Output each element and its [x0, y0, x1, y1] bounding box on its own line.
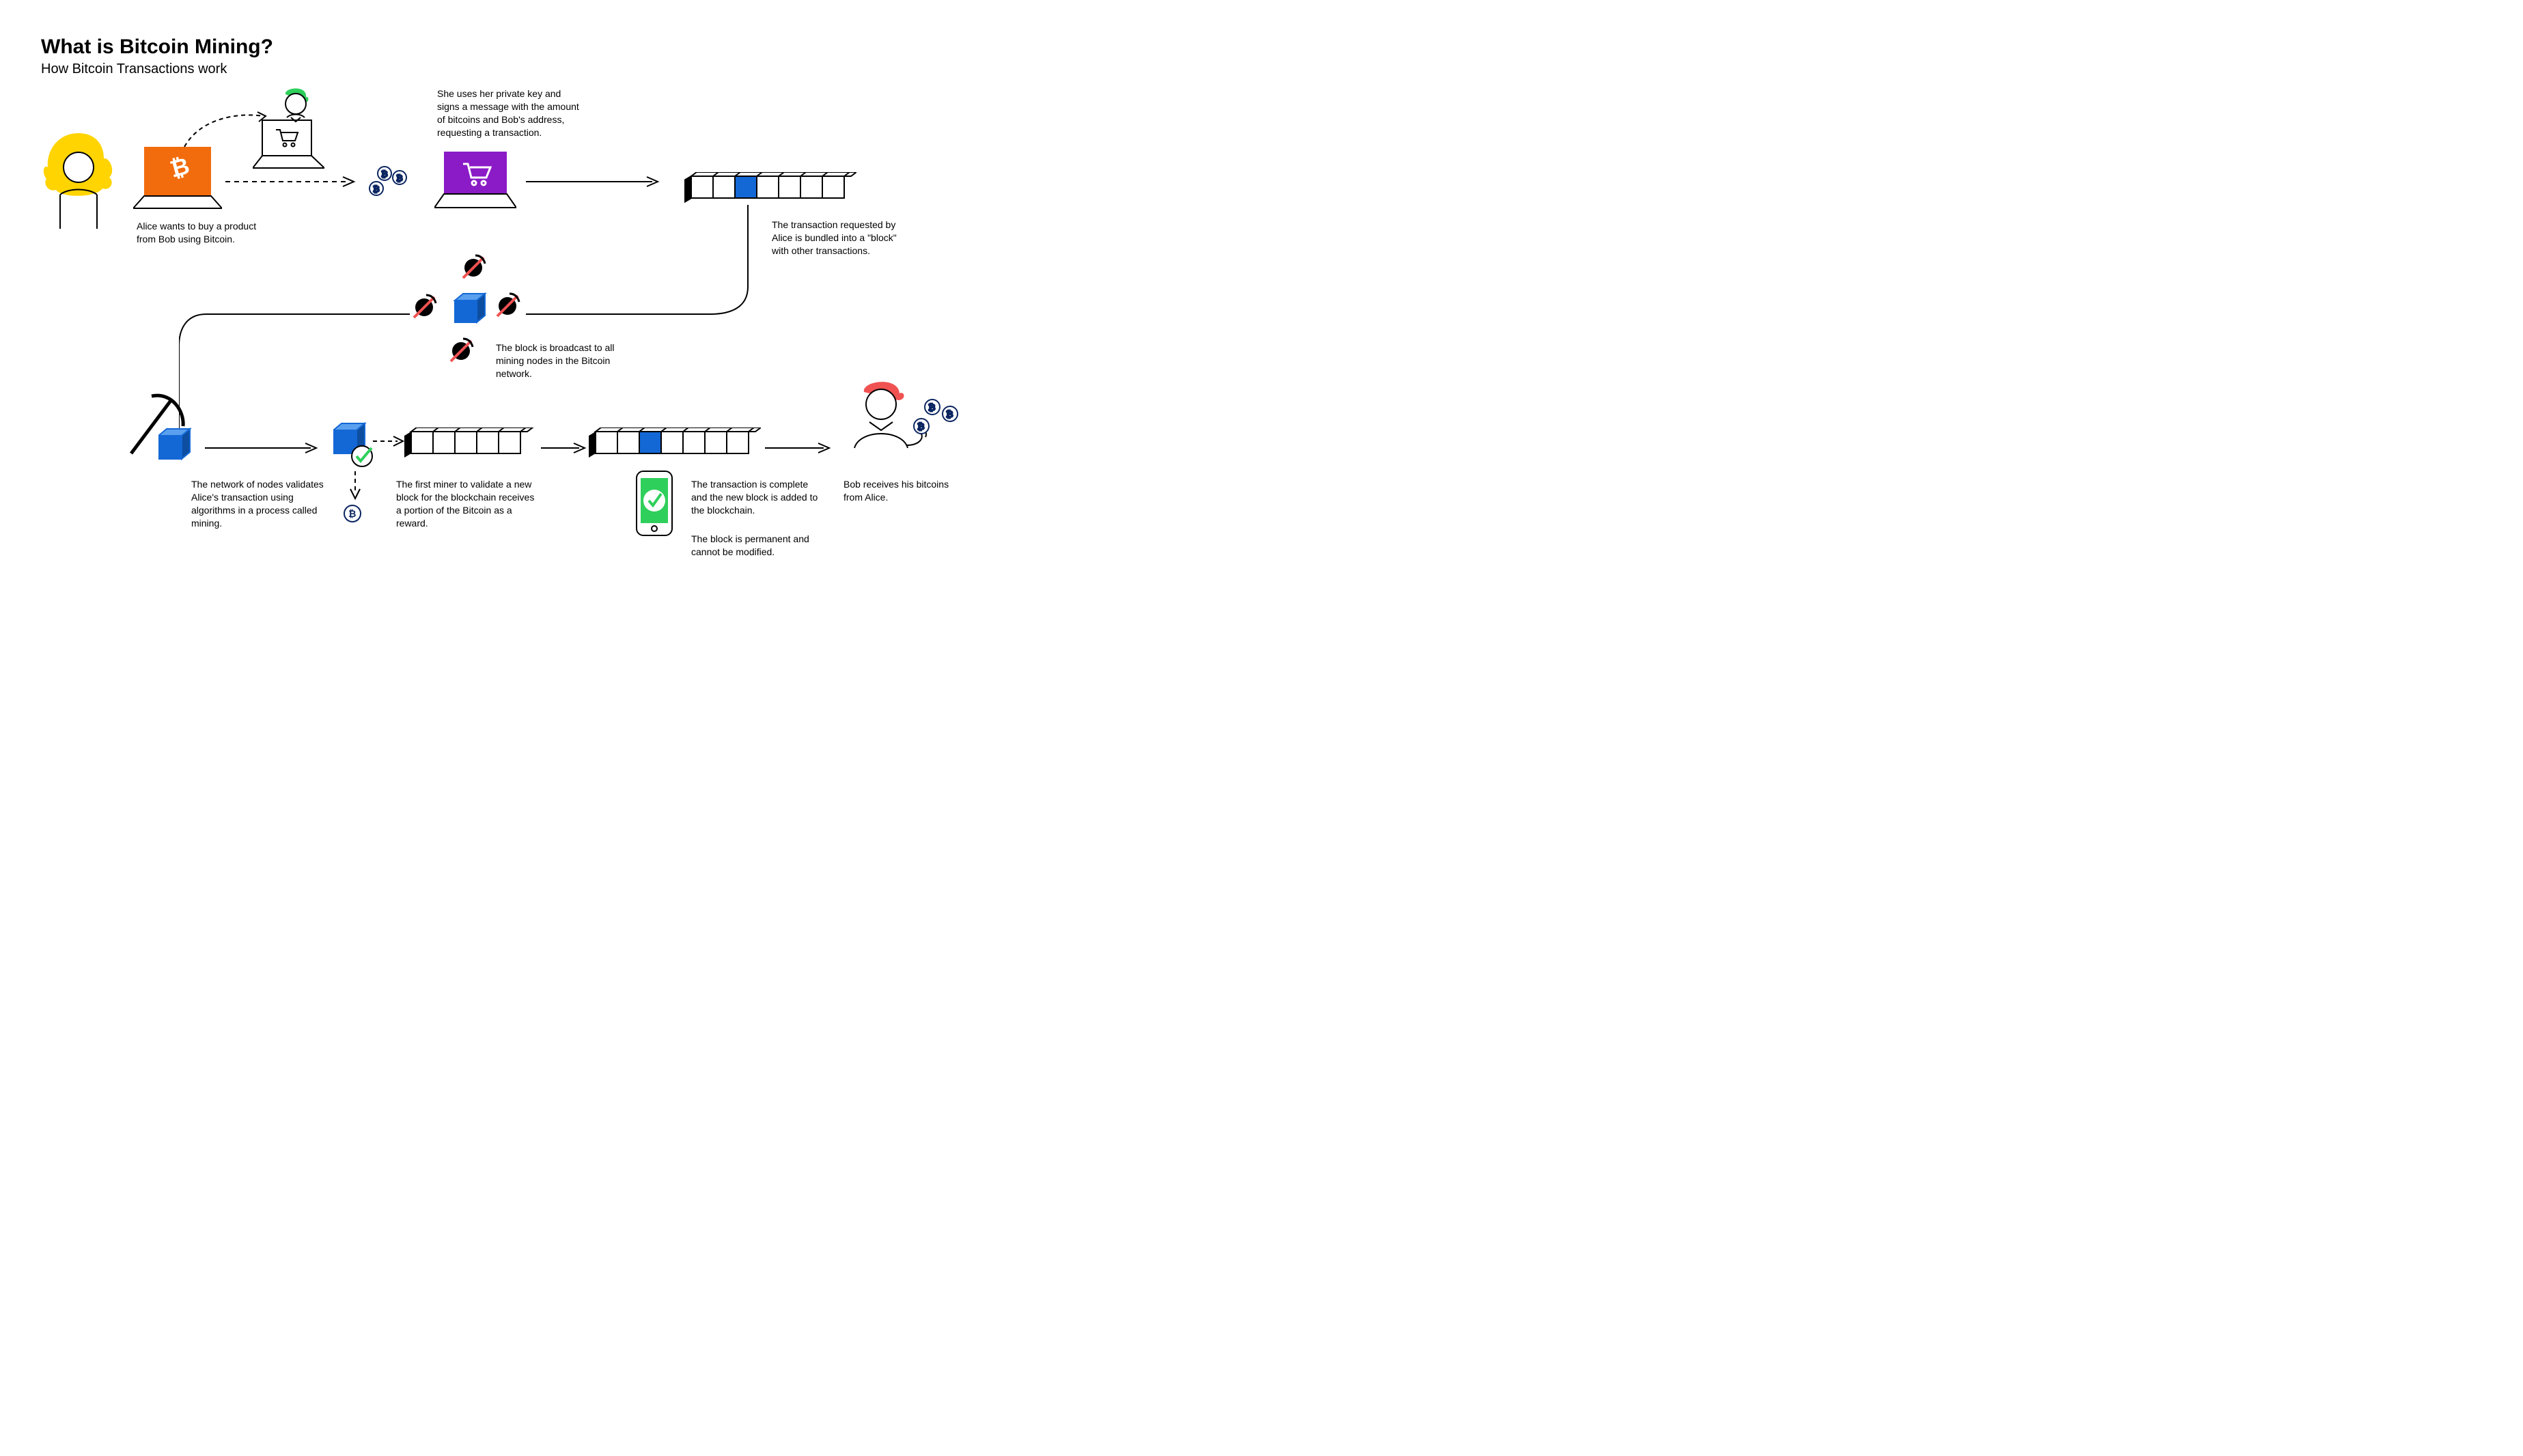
svg-text:₿: ₿	[917, 421, 925, 432]
caption-step1: Alice wants to buy a product from Bob us…	[137, 220, 260, 246]
svg-text:₿: ₿	[348, 508, 356, 519]
blue-cube-step5-icon	[158, 428, 193, 462]
caption-step7b: The block is permanent and cannot be mod…	[691, 533, 821, 559]
bob-small-head-icon	[279, 87, 313, 125]
caption-step7a: The transaction is complete and the new …	[691, 478, 821, 517]
purple-laptop-icon	[434, 152, 516, 210]
blockchain-bottom-icon	[589, 428, 761, 458]
alice-laptop-icon: ₿	[133, 147, 222, 212]
arrow-dashed-1-icon	[225, 175, 359, 188]
blockchain-top-icon	[684, 172, 856, 203]
alice-icon	[41, 130, 116, 232]
svg-text:₿: ₿	[373, 184, 380, 194]
page-subtitle: How Bitcoin Transactions work	[41, 61, 227, 77]
arrow-solid-2-icon	[205, 441, 321, 455]
reward-coin-icon: ₿	[343, 504, 362, 523]
arrow-dashed-down-icon	[348, 471, 362, 502]
diagram-canvas: What is Bitcoin Mining? How Bitcoin Tran…	[0, 0, 1009, 582]
phone-check-icon	[634, 470, 675, 538]
page-title: What is Bitcoin Mining?	[41, 36, 273, 59]
blockchain-mid-icon	[404, 428, 534, 458]
caption-step6: The first miner to validate a new block …	[396, 478, 540, 530]
arrow-solid-4-icon	[765, 441, 833, 455]
connector-top-to-mining-icon	[526, 205, 751, 321]
svg-text:₿: ₿	[396, 173, 403, 183]
arrow-solid-3-icon	[541, 441, 589, 455]
coins-cluster-icon: ₿ ₿ ₿	[365, 163, 413, 200]
svg-text:₿: ₿	[381, 169, 388, 179]
caption-step3: The transaction requested by Alice is bu…	[772, 219, 908, 257]
arrow-solid-1-icon	[526, 175, 663, 188]
caption-step4: The block is broadcast to all mining nod…	[496, 341, 619, 380]
caption-step5: The network of nodes validates Alice's t…	[191, 478, 324, 530]
arrow-dashed-curve-icon	[181, 109, 270, 150]
bob-coins-icon: ₿ ₿ ₿	[912, 396, 966, 444]
caption-step2: She uses her private key and signs a mes…	[437, 87, 581, 139]
svg-text:₿: ₿	[928, 402, 936, 412]
svg-text:₿: ₿	[946, 409, 953, 419]
caption-step8: Bob receives his bitcoins from Alice.	[844, 478, 960, 504]
arrow-dashed-2-icon	[373, 434, 407, 448]
